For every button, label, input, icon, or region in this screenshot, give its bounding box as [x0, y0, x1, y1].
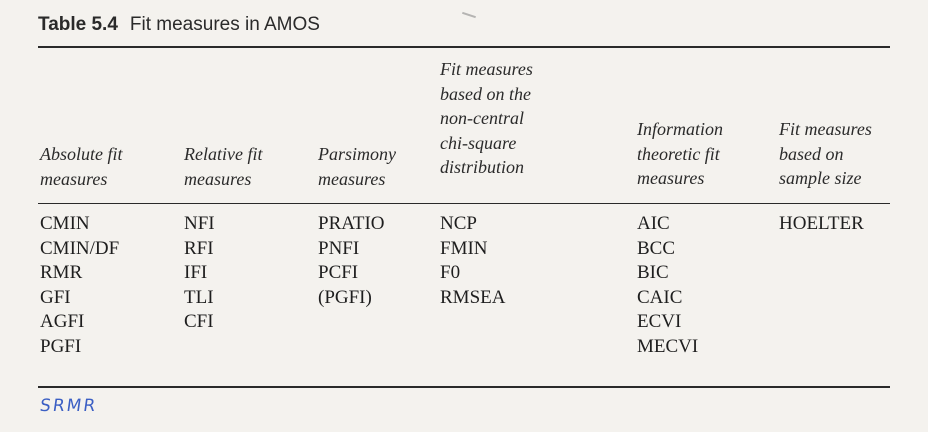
table-cell: ECVI: [637, 311, 682, 332]
table-cell: RFI: [184, 237, 214, 259]
table-cell: CMIN: [40, 213, 90, 234]
table-caption: Table 5.4 Fit measures in AMOS: [38, 14, 320, 36]
table-cell: AIC: [637, 213, 670, 234]
column-header: Fit measures based on sample size: [779, 119, 872, 188]
table-cell: PCFI: [318, 262, 359, 283]
column-header: Information theoretic fit measures: [637, 119, 724, 188]
table-cell: BIC: [637, 262, 669, 283]
column-header: Absolute fit measures: [40, 144, 123, 189]
table-title: Fit measures in AMOS: [129, 14, 320, 35]
table-cell: NCP: [440, 213, 477, 234]
table-cell: PRATIO: [318, 213, 385, 234]
table-cell: CAIC: [637, 286, 683, 308]
table-cell: MECVI: [637, 335, 699, 357]
table-number: Table 5.4: [38, 14, 118, 35]
table-cell: HOELTER: [779, 213, 864, 234]
table-cell: FMIN: [440, 237, 488, 259]
header-rule: [38, 203, 890, 204]
top-rule: [38, 46, 890, 48]
column-non-central-chi-square-items: NCP FMIN F0 RMSEA: [440, 212, 505, 310]
column-information-theoretic-items: AIC BCC BIC CAIC ECVI MECVI: [637, 212, 698, 359]
table-cell: IFI: [184, 262, 208, 283]
column-absolute-fit-items: CMIN CMIN/DF RMR GFI AGFI PGFI: [40, 212, 119, 359]
column-sample-size-items: HOELTER: [779, 212, 864, 237]
table-cell: CMIN/DF: [40, 237, 120, 259]
column-header: Relative fit measures: [184, 144, 263, 189]
column-header: Parsimony measures: [318, 144, 396, 189]
table-cell: NFI: [184, 213, 215, 234]
column-relative-fit-items: NFI RFI IFI TLI CFI: [184, 212, 215, 335]
column-header: Fit measures based on the non-central ch…: [440, 59, 533, 177]
table-cell: BCC: [637, 237, 676, 259]
handwritten-note: SRMR: [38, 396, 99, 416]
table-cell: RMSEA: [440, 286, 506, 308]
table-cell: (PGFI): [318, 286, 372, 308]
bottom-rule: [38, 386, 890, 388]
table-cell: PGFI: [40, 335, 82, 357]
table-cell: PNFI: [318, 237, 360, 259]
column-parsimony-items: PRATIO PNFI PCFI (PGFI): [318, 212, 385, 310]
table-cell: F0: [440, 262, 461, 283]
scan-mark: [462, 11, 476, 19]
table-cell: RMR: [40, 262, 83, 283]
table-cell: AGFI: [40, 311, 85, 332]
table-cell: GFI: [40, 286, 71, 308]
table-cell: CFI: [184, 311, 214, 332]
table-cell: TLI: [184, 286, 214, 308]
